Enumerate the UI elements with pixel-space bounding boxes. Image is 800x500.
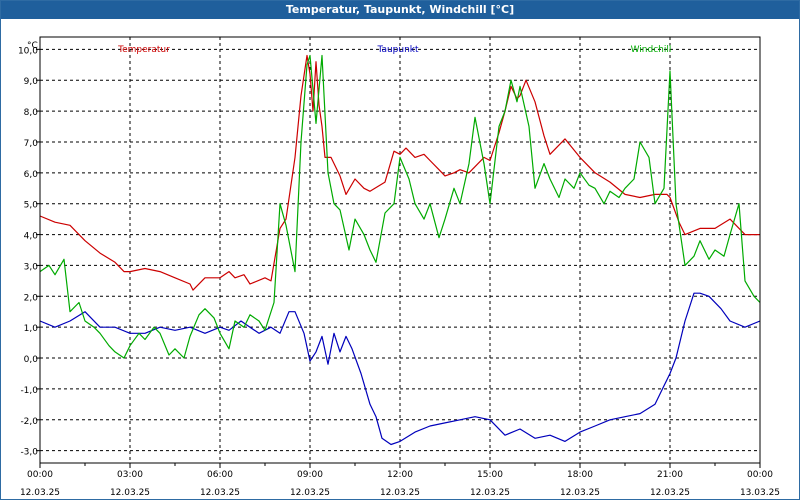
y-tick-label: 6,0 (24, 170, 39, 180)
y-tick-label: 10,0 (18, 46, 38, 56)
y-tick-label: 4,0 (24, 232, 39, 242)
y-tick-label: 7,0 (24, 139, 39, 149)
y-axis: 10,0 9,0 8,0 7,0 6,0 5,0 4,0 3,0 2,0 1,0 0,0 -1,0 -2… (18, 41, 40, 458)
x-tick-time: 00:00 (747, 470, 773, 480)
chart-canvas: 10,0 9,0 8,0 7,0 6,0 5,0 4,0 3,0 2,0 1,0 0,0 -1,0 -2… (18, 36, 780, 498)
x-tick-date: 13.03.25 (740, 488, 780, 498)
legend: Temperatur Taupunkt Windchill (117, 45, 671, 55)
grid (40, 37, 760, 463)
y-tick-label: 9,0 (24, 77, 39, 87)
x-tick-time: 18:00 (567, 470, 593, 480)
y-tick-label: 1,0 (24, 324, 39, 334)
x-tick-date: 12.03.25 (200, 488, 240, 498)
x-tick-date: 12.03.25 (290, 488, 330, 498)
legend-temperatur: Temperatur (117, 45, 170, 55)
x-tick-time: 12:00 (387, 470, 413, 480)
x-tick-date: 12.03.25 (650, 488, 690, 498)
y-tick-label: -1,0 (20, 386, 38, 396)
x-tick-time: 15:00 (477, 470, 503, 480)
plot-border (39, 36, 761, 464)
x-tick-date: 12.03.25 (470, 488, 510, 498)
plot-frame (39, 36, 761, 464)
x-tick-date: 12.03.25 (110, 488, 150, 498)
series-line-windchill (39, 54, 761, 359)
legend-windchill: Windchill (631, 45, 672, 55)
series-line-taupunkt (39, 292, 761, 446)
y-tick-label: 8,0 (24, 108, 39, 118)
chart-title: Temperatur, Taupunkt, Windchill [°C] (1, 1, 799, 19)
x-tick-time: 06:00 (207, 470, 233, 480)
y-tick-label: -3,0 (20, 448, 38, 458)
x-tick-date: 12.03.25 (560, 488, 600, 498)
x-tick-time: 21:00 (657, 470, 683, 480)
x-tick-date: 12.03.25 (20, 488, 60, 498)
x-tick-time: 09:00 (297, 470, 323, 480)
y-tick-label: 2,0 (24, 293, 39, 303)
y-tick-label: 3,0 (24, 262, 39, 272)
x-axis: 00:00 12.03.25 03:00 12.03.25 06:00 12.03.25 0… (20, 463, 780, 498)
y-tick-label: -2,0 (20, 417, 38, 427)
y-tick-label: 0,0 (24, 355, 39, 365)
x-tick-date: 12.03.25 (380, 488, 420, 498)
y-tick-label: 5,0 (24, 201, 39, 211)
legend-taupunkt: Taupunkt (376, 45, 419, 55)
series-line-temperatur (39, 54, 760, 291)
x-tick-time: 00:00 (27, 470, 53, 480)
y-axis-unit: °C (27, 41, 38, 51)
x-tick-time: 03:00 (117, 470, 143, 480)
series-lines (39, 54, 761, 446)
